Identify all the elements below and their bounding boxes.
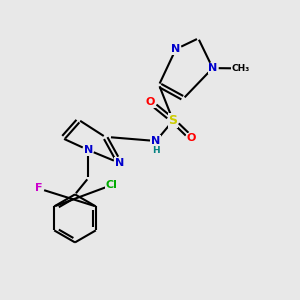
Text: Cl: Cl [106, 180, 118, 190]
Text: CH₃: CH₃ [232, 64, 250, 73]
Text: N: N [115, 158, 124, 168]
Text: N: N [208, 63, 217, 73]
Text: N: N [152, 136, 160, 146]
Text: N: N [84, 145, 93, 155]
Text: F: F [35, 183, 42, 194]
Text: H: H [152, 146, 160, 155]
Text: O: O [187, 133, 196, 143]
Text: S: S [169, 114, 178, 127]
Text: O: O [146, 97, 155, 107]
Text: N: N [171, 44, 180, 54]
